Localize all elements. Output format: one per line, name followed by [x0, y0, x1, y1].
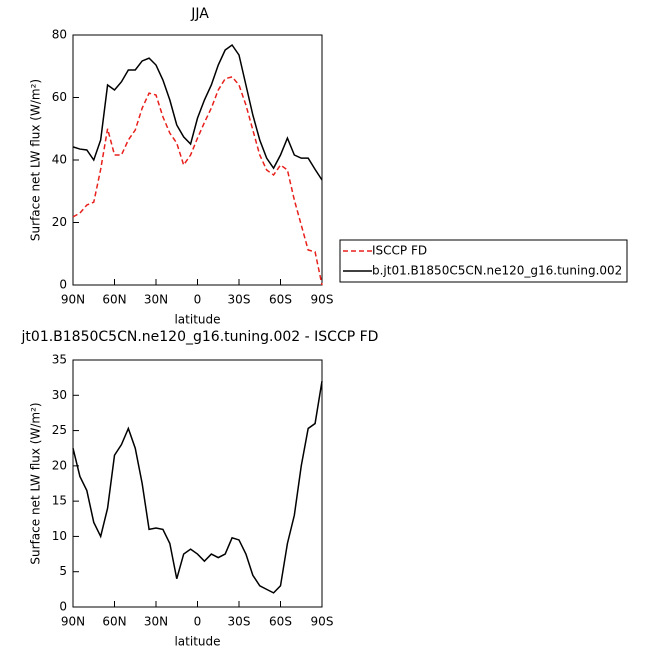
y-tick-label: 25 [52, 423, 67, 437]
x-tick-label: 60S [269, 293, 292, 307]
y-tick-label: 15 [52, 494, 67, 508]
y-tick-label: 0 [59, 600, 67, 614]
x-tick-label: 60N [102, 615, 126, 629]
x-axis-label: latitude [174, 635, 220, 649]
y-axis-label: Surface net LW flux (W/m²) [29, 402, 43, 564]
y-tick-label: 35 [52, 353, 67, 367]
y-tick-label: 20 [52, 215, 67, 229]
legend-box [339, 239, 628, 283]
x-tick-label: 30N [144, 615, 168, 629]
x-tick-label: 90S [311, 615, 334, 629]
y-tick-label: 60 [52, 90, 67, 104]
y-tick-label: 30 [52, 388, 67, 402]
x-tick-label: 60N [102, 293, 126, 307]
y-tick-label: 10 [52, 529, 67, 543]
data-line [72, 43, 323, 181]
legend-label: b.jt01.B1850C5CN.ne120_g16.tuning.002 [372, 264, 622, 278]
x-tick-label: 90S [311, 293, 334, 307]
data-line [72, 76, 323, 286]
y-tick-label: 0 [59, 278, 67, 292]
y-tick-label: 5 [59, 564, 67, 578]
x-tick-label: 30S [228, 615, 251, 629]
x-tick-label: 60S [269, 615, 292, 629]
x-tick-label: 0 [194, 615, 202, 629]
plot-frame [72, 34, 323, 286]
x-tick-label: 90N [61, 293, 85, 307]
x-tick-label: 90N [61, 615, 85, 629]
y-tick-label: 20 [52, 458, 67, 472]
x-axis-label: latitude [174, 313, 220, 327]
x-tick-label: 30N [144, 293, 168, 307]
y-axis-label: Surface net LW flux (W/m²) [29, 79, 43, 241]
y-tick-label: 80 [52, 28, 67, 42]
y-tick-label: 40 [52, 153, 67, 167]
chart-title: jt01.B1850C5CN.ne120_g16.tuning.002 - IS… [21, 329, 379, 345]
data-line [72, 381, 323, 594]
legend-label: ISCCP FD [372, 244, 427, 258]
x-tick-label: 0 [194, 293, 202, 307]
chart-title: JJA [190, 6, 209, 22]
x-tick-label: 30S [228, 293, 251, 307]
